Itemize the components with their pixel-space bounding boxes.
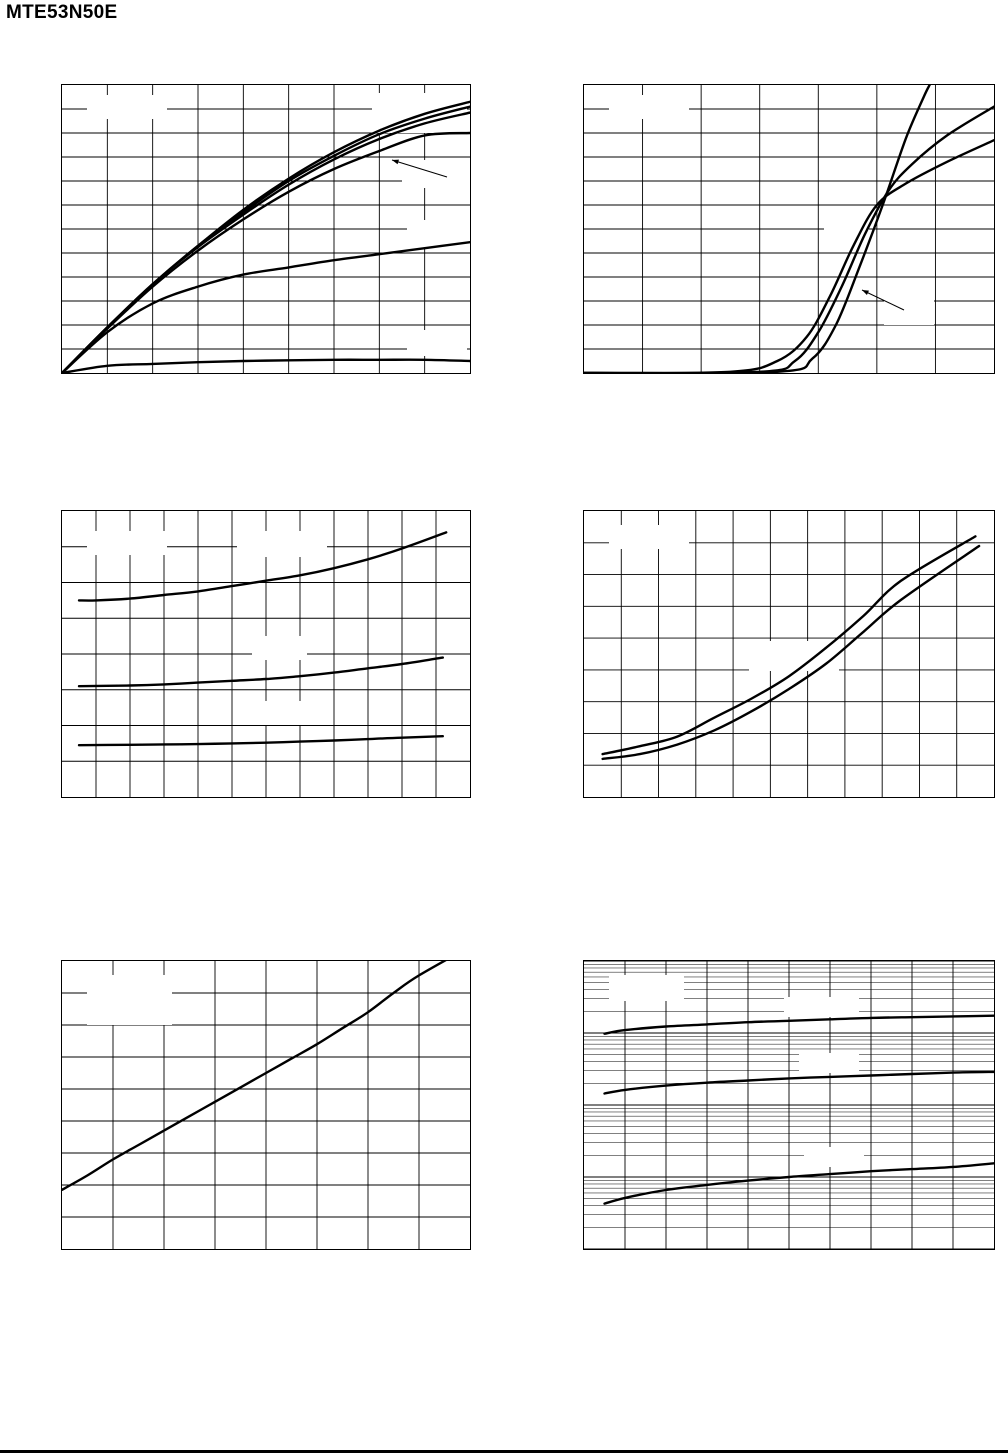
label-blank-area xyxy=(252,701,312,725)
label-blank-area xyxy=(407,330,467,356)
chart-6-series-2-line xyxy=(603,1070,994,1095)
annotation-leader-line xyxy=(391,159,448,178)
chart-4-plot-area xyxy=(583,510,995,798)
label-blank-area xyxy=(609,95,689,119)
chart-3-series-3-line xyxy=(77,735,444,747)
chart-2-plot-area xyxy=(583,84,995,374)
chart-6-series-3-line xyxy=(603,1162,994,1205)
chart-4-series-2-line xyxy=(601,544,981,761)
chart-2-series-1-line xyxy=(584,139,994,373)
label-blank-area xyxy=(87,531,167,555)
chart-3-plot-area xyxy=(61,510,471,798)
chart-4-series-1-line xyxy=(601,535,977,756)
label-blank-area xyxy=(784,997,859,1017)
chart-5-plot-area xyxy=(61,960,471,1250)
chart-1-series-6-line xyxy=(62,358,470,373)
chart-1-series-4-line xyxy=(62,131,470,373)
chart-3-series-2-line xyxy=(77,656,444,688)
chart-1-plot-area xyxy=(61,84,471,374)
label-blank-area xyxy=(87,95,167,119)
chart-2-series-2-line xyxy=(584,105,994,373)
chart-6-svg xyxy=(584,961,994,1249)
chart-4-svg xyxy=(584,511,994,797)
label-blank-area xyxy=(252,636,307,660)
label-blank-area xyxy=(609,975,684,1001)
chart-2-series-3-line xyxy=(584,85,931,373)
annotation-arrowhead xyxy=(392,159,399,165)
chart-5-svg xyxy=(62,961,470,1249)
label-blank-area xyxy=(884,295,934,325)
chart-1-series-3-line xyxy=(62,111,470,373)
part-number-header: MTE53N50E xyxy=(6,2,118,23)
label-blank-area xyxy=(609,525,689,549)
chart-3-series-1-line xyxy=(77,531,448,602)
chart-6-plot-area xyxy=(583,960,995,1250)
label-blank-area xyxy=(749,641,839,671)
chart-3-svg xyxy=(62,511,470,797)
label-blank-area xyxy=(237,531,327,557)
chart-6-grid xyxy=(584,961,994,1249)
annotation-leader-line xyxy=(861,289,905,311)
footer-rule xyxy=(0,1450,1008,1453)
annotation-arrowhead xyxy=(862,290,869,295)
chart-2-svg xyxy=(584,85,994,373)
chart-5-series-1-line xyxy=(62,961,447,1191)
chart-1-svg xyxy=(62,85,470,373)
chart-1-series-5-line xyxy=(62,241,470,373)
label-blank-area xyxy=(87,975,172,1025)
label-blank-area xyxy=(804,1147,864,1167)
label-blank-area xyxy=(799,1053,859,1073)
chart-6-series-1-line xyxy=(603,1014,994,1035)
chart-2-grid xyxy=(584,85,994,373)
